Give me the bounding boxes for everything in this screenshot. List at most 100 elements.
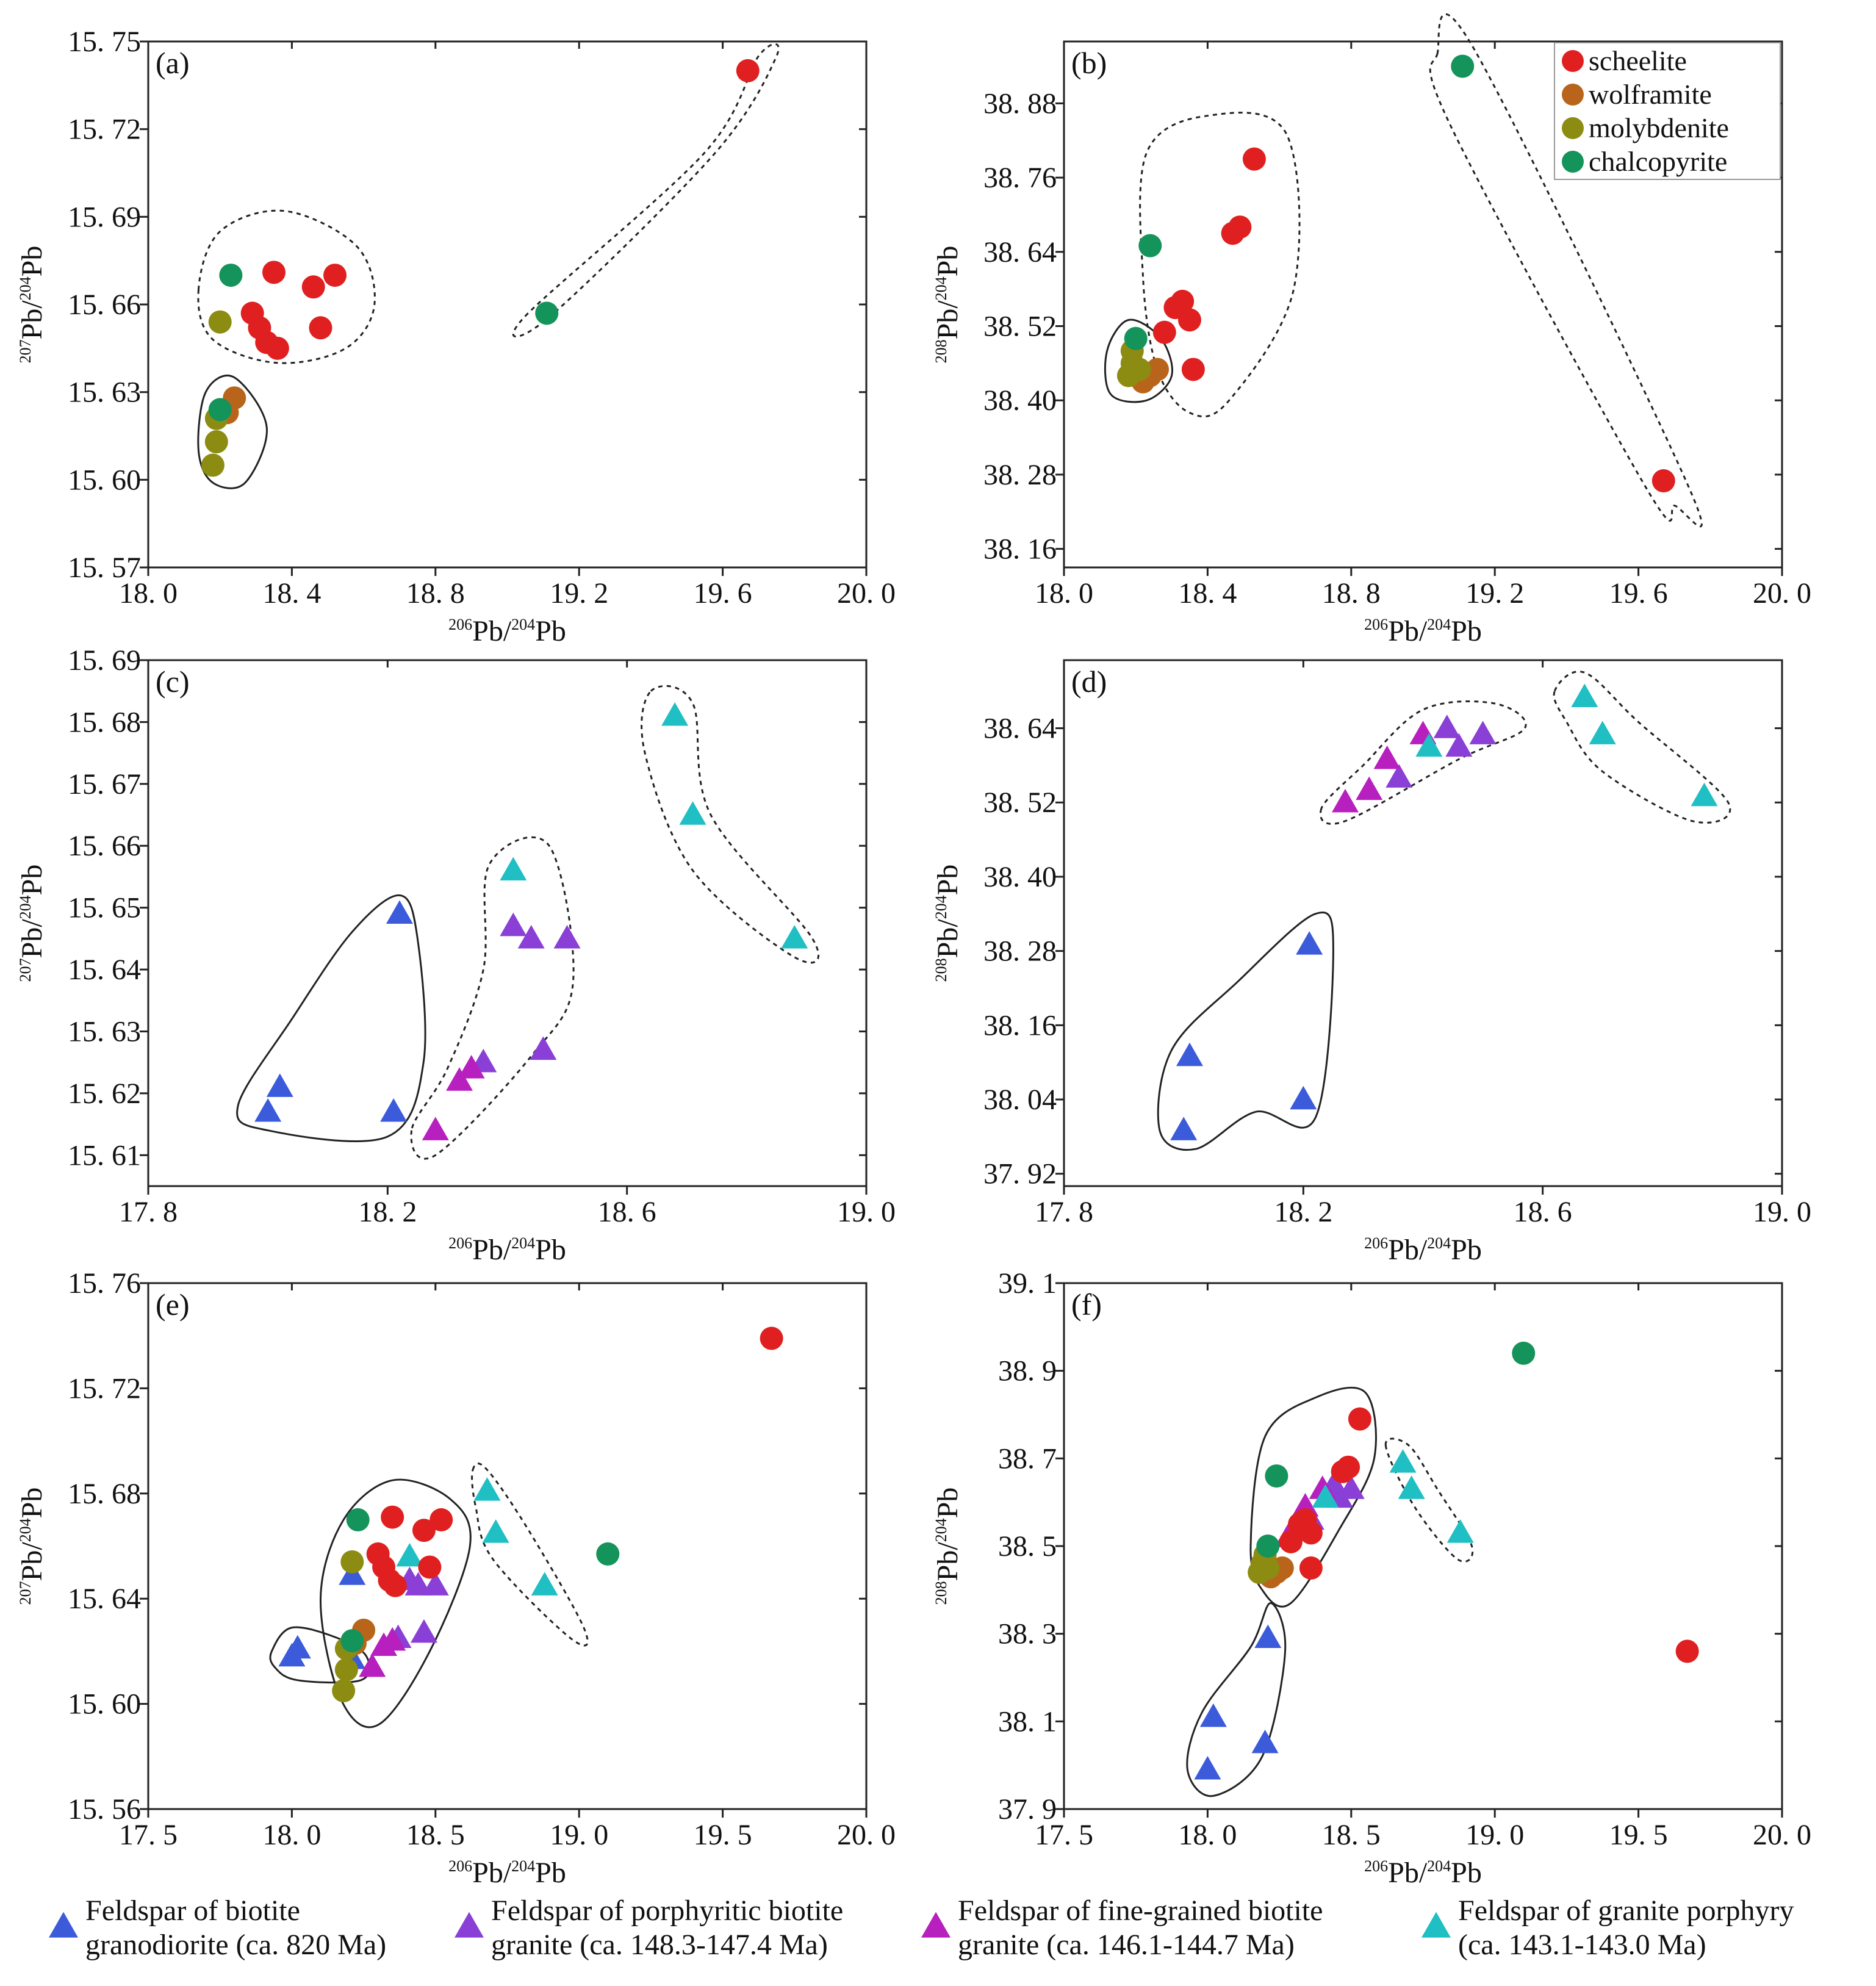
- point-chalcopyrite: [346, 1508, 370, 1531]
- point-granite_porphyry: [1691, 782, 1718, 807]
- dashed-cluster-outline: [1429, 13, 1703, 528]
- point-scheelite: [323, 264, 347, 287]
- point-granite_porphyry: [500, 857, 527, 880]
- point-molybdenite: [334, 1658, 358, 1682]
- mineral-legend: scheelitewolframitemolybdenitechalcopyri…: [1554, 42, 1781, 180]
- x-tick-label: 19. 2: [550, 577, 608, 610]
- point-scheelite: [1228, 215, 1252, 239]
- legend-marker-scheelite: [1562, 50, 1584, 72]
- point-biotite_granodiorite: [380, 1098, 408, 1122]
- dashed-cluster-outline: [197, 209, 376, 364]
- legend-marker-biotite_granodiorite: [49, 1912, 78, 1938]
- dashed-cluster-outline: [471, 1463, 589, 1647]
- point-scheelite: [760, 1326, 783, 1350]
- point-granite_porphyry: [661, 702, 689, 726]
- y-tick-label: 15. 64: [68, 1583, 141, 1615]
- point-scheelite: [418, 1555, 442, 1579]
- y-tick-label: 15. 69: [68, 201, 141, 233]
- y-tick-label: 37. 92: [983, 1158, 1057, 1190]
- point-granite_porphyry: [1389, 1449, 1417, 1473]
- point-granite_porphyry: [482, 1519, 509, 1543]
- y-tick-label: 15. 61: [68, 1139, 141, 1171]
- point-fine_grained_biotite_granite: [1356, 776, 1383, 801]
- y-tick-label: 15. 56: [68, 1793, 141, 1826]
- point-scheelite: [381, 1505, 404, 1529]
- point-granite_porphyry: [679, 801, 706, 825]
- dashed-cluster-outline: [1319, 700, 1527, 825]
- point-biotite_granodiorite: [1194, 1756, 1221, 1780]
- x-tick-label: 18. 4: [1178, 577, 1237, 610]
- x-tick-label: 17. 5: [119, 1819, 178, 1851]
- point-scheelite: [309, 316, 332, 340]
- point-porphyritic_biotite_granite: [530, 1036, 557, 1060]
- y-axis-title: 207Pb/204Pb: [16, 246, 48, 364]
- legend-box: [1554, 42, 1781, 180]
- y-tick-label: 38. 3: [998, 1618, 1057, 1650]
- x-tick-label: 19. 5: [1609, 1819, 1668, 1851]
- x-axis-title: 206Pb/204Pb: [1364, 615, 1482, 647]
- point-granite_porphyry: [473, 1477, 501, 1501]
- x-tick-label: 19. 0: [1465, 1819, 1524, 1851]
- point-porphyritic_biotite_granite: [1337, 1475, 1365, 1499]
- point-scheelite: [1171, 289, 1195, 313]
- point-scheelite: [1242, 147, 1266, 171]
- solid-cluster-outline: [236, 894, 426, 1142]
- point-chalcopyrite: [340, 1629, 364, 1653]
- y-tick-label: 15. 72: [68, 113, 141, 146]
- y-tick-label: 38. 16: [983, 533, 1057, 566]
- y-tick-label: 38. 28: [983, 459, 1057, 491]
- point-biotite_granodiorite: [284, 1635, 311, 1659]
- y-tick-label: 38. 5: [998, 1530, 1057, 1563]
- x-tick-label: 18. 0: [262, 1819, 321, 1851]
- point-scheelite: [412, 1519, 436, 1542]
- legend-marker-wolframite: [1562, 84, 1584, 106]
- point-biotite_granodiorite: [266, 1073, 293, 1097]
- y-tick-label: 38. 64: [983, 713, 1057, 745]
- y-tick-label: 37. 9: [998, 1793, 1057, 1826]
- y-tick-label: 38. 40: [983, 384, 1057, 417]
- point-biotite_granodiorite: [386, 900, 413, 924]
- point-granite_porphyry: [1398, 1475, 1425, 1499]
- point-granite_porphyry: [1589, 721, 1616, 744]
- point-molybdenite: [1127, 358, 1151, 381]
- solid-cluster-outline: [1249, 1386, 1377, 1608]
- dashed-cluster-outline: [1139, 112, 1301, 418]
- y-tick-label: 38. 9: [998, 1355, 1057, 1387]
- panel-c: 17. 8 18. 2 18. 6 19. 0 15. 61 15. 62 15. 63 15…: [16, 644, 896, 1266]
- point-fine_grained_biotite_granite: [446, 1067, 473, 1091]
- point-porphyritic_biotite_granite: [500, 912, 527, 937]
- y-tick-label: 38. 52: [983, 310, 1057, 342]
- legend-marker-fine_grained_biotite_granite: [921, 1912, 951, 1938]
- point-chalcopyrite: [596, 1542, 620, 1566]
- solid-cluster-outline: [319, 1478, 472, 1729]
- y-tick-label: 15. 67: [68, 768, 141, 801]
- y-tick-label: 38. 88: [983, 87, 1057, 120]
- point-fine_grained_biotite_granite: [458, 1054, 485, 1079]
- point-granite_porphyry: [781, 925, 808, 949]
- x-tick-label: 19. 6: [694, 577, 752, 610]
- panel-e: 17. 5 18. 0 18. 5 19. 0 19. 5 20. 0 15. 56 15. …: [16, 1267, 896, 1889]
- point-chalcopyrite: [1124, 326, 1148, 350]
- point-porphyritic_biotite_granite: [553, 925, 581, 949]
- y-tick-label: 15. 68: [68, 1478, 141, 1510]
- point-porphyritic_biotite_granite: [1469, 721, 1497, 744]
- point-scheelite: [1152, 320, 1176, 344]
- point-fine_grained_biotite_granite: [379, 1627, 406, 1651]
- point-porphyritic_biotite_granite: [404, 1572, 432, 1596]
- point-scheelite: [383, 1574, 407, 1597]
- legend-label-chalcopyrite: chalcopyrite: [1589, 146, 1727, 177]
- y-tick-label: 39. 1: [998, 1267, 1057, 1300]
- x-tick-label: 18. 5: [406, 1819, 465, 1851]
- point-scheelite: [1348, 1407, 1371, 1431]
- y-tick-label: 15. 66: [68, 289, 141, 321]
- y-tick-label: 15. 76: [68, 1267, 141, 1300]
- point-molybdenite: [340, 1550, 364, 1574]
- legend-marker-granite_porphyry: [1421, 1912, 1451, 1938]
- y-tick-label: 38. 7: [998, 1442, 1057, 1475]
- solid-cluster-outline: [1104, 318, 1173, 403]
- x-axis-title: 206Pb/204Pb: [448, 1857, 566, 1889]
- point-biotite_granodiorite: [1296, 931, 1323, 955]
- point-scheelite: [1675, 1639, 1699, 1663]
- point-granite_porphyry: [531, 1572, 558, 1596]
- point-chalcopyrite: [535, 301, 559, 325]
